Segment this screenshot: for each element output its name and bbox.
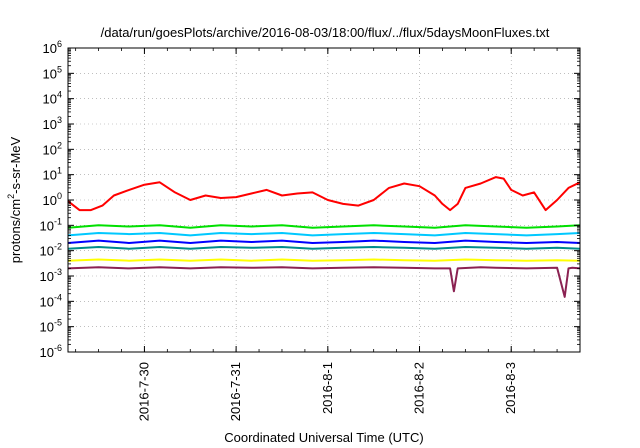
series-line-1 bbox=[67, 176, 581, 212]
y-tick-label: 10-3 bbox=[40, 267, 62, 284]
y-axis-label-pre: protons/cm bbox=[8, 199, 23, 263]
x-axis: 2016-7-30 2016-7-31 2016-8-1 2016-8-2 2016-8… bbox=[75, 48, 581, 421]
y-tick-exp: 1 bbox=[57, 166, 62, 176]
y-tick-base: 10 bbox=[40, 345, 54, 360]
y-tick-exp: -4 bbox=[54, 292, 62, 302]
series-line-2 bbox=[67, 224, 581, 229]
y-tick-exp: 5 bbox=[57, 64, 62, 74]
y-tick-label: 10-2 bbox=[40, 242, 62, 259]
chart-grid bbox=[68, 48, 580, 352]
y-tick-base: 10 bbox=[40, 294, 54, 309]
y-tick-label: 106 bbox=[43, 39, 62, 56]
y-tick-exp: -6 bbox=[54, 343, 62, 353]
y-tick-label: 100 bbox=[43, 191, 62, 208]
y-axis-label-sup: 2 bbox=[6, 194, 16, 199]
series-line-7 bbox=[67, 266, 581, 298]
y-tick-label: 10-1 bbox=[40, 216, 62, 233]
series-line-5 bbox=[67, 246, 581, 250]
y-tick-exp: 2 bbox=[57, 140, 62, 150]
x-axis-label: Coordinated Universal Time (UTC) bbox=[224, 430, 423, 445]
y-tick-base: 10 bbox=[40, 320, 54, 335]
y-tick-exp: -1 bbox=[54, 216, 62, 226]
y-tick-exp: -5 bbox=[54, 318, 62, 328]
x-tick-label: 2016-8-1 bbox=[320, 362, 335, 414]
y-tick-base: 10 bbox=[43, 193, 57, 208]
y-tick-label: 102 bbox=[43, 140, 62, 157]
y-tick-label: 105 bbox=[43, 64, 62, 81]
y-tick-exp: 3 bbox=[57, 115, 62, 125]
y-tick-base: 10 bbox=[43, 168, 57, 183]
y-axis: 10-610-510-410-310-210-11001011021031041… bbox=[40, 39, 580, 360]
y-tick-exp: 6 bbox=[57, 39, 62, 49]
y-tick-base: 10 bbox=[43, 142, 57, 157]
y-axis-label-post: -s-sr-MeV bbox=[8, 136, 23, 193]
y-axis-label: protons/cm2-s-sr-MeV bbox=[6, 136, 23, 263]
series-line-6 bbox=[67, 258, 581, 262]
y-tick-label: 101 bbox=[43, 166, 62, 183]
y-tick-label: 104 bbox=[43, 90, 62, 107]
y-tick-exp: -3 bbox=[54, 267, 62, 277]
y-tick-base: 10 bbox=[43, 66, 57, 81]
x-tick-label: 2016-7-31 bbox=[228, 362, 243, 421]
y-tick-label: 10-5 bbox=[40, 318, 62, 335]
y-tick-base: 10 bbox=[43, 92, 57, 107]
y-tick-label: 103 bbox=[43, 115, 62, 132]
y-tick-label: 10-6 bbox=[40, 343, 62, 360]
series-group bbox=[67, 176, 581, 298]
x-tick-label: 2016-7-30 bbox=[136, 362, 151, 421]
y-tick-base: 10 bbox=[40, 244, 54, 259]
y-tick-exp: 4 bbox=[57, 90, 62, 100]
series-line-4 bbox=[67, 239, 581, 244]
y-tick-exp: 0 bbox=[57, 191, 62, 201]
y-tick-base: 10 bbox=[40, 218, 54, 233]
y-tick-base: 10 bbox=[43, 117, 57, 132]
series-line-3 bbox=[67, 232, 581, 237]
y-tick-exp: -2 bbox=[54, 242, 62, 252]
y-tick-label: 10-4 bbox=[40, 292, 62, 309]
x-tick-label: 2016-8-2 bbox=[412, 362, 427, 414]
x-tick-label: 2016-8-3 bbox=[503, 362, 518, 414]
chart-title: /data/run/goesPlots/archive/2016-08-03/1… bbox=[101, 25, 550, 40]
y-tick-base: 10 bbox=[40, 269, 54, 284]
y-tick-base: 10 bbox=[43, 41, 57, 56]
